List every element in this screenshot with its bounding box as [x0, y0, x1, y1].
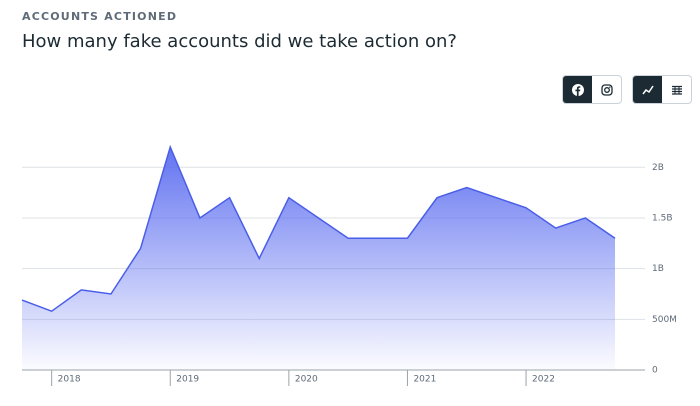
eyebrow: ACCOUNTS ACTIONED	[22, 10, 178, 23]
x-tick-label: 2021	[413, 375, 436, 385]
y-tick-label: 1B	[652, 264, 664, 274]
instagram-button[interactable]	[592, 76, 621, 103]
y-tick-label: 500M	[652, 315, 677, 325]
x-tick-label: 2018	[58, 375, 81, 385]
x-tick-label: 2022	[532, 375, 555, 385]
y-tick-label: 1.5B	[652, 213, 673, 223]
x-tick-label: 2020	[295, 375, 318, 385]
line	[21, 144, 616, 313]
platform-toggle	[562, 75, 622, 104]
y-tick-label: 0	[652, 366, 658, 376]
heading: How many fake accounts did we take actio…	[22, 31, 457, 52]
x-tick-label: 2019	[176, 375, 199, 385]
table-view-button[interactable]	[662, 76, 691, 103]
facebook-button[interactable]	[563, 76, 592, 103]
y-tick-label: 2B	[652, 163, 664, 173]
view-toggle	[632, 75, 692, 104]
area	[22, 147, 615, 370]
chart-view-button[interactable]	[633, 76, 662, 103]
